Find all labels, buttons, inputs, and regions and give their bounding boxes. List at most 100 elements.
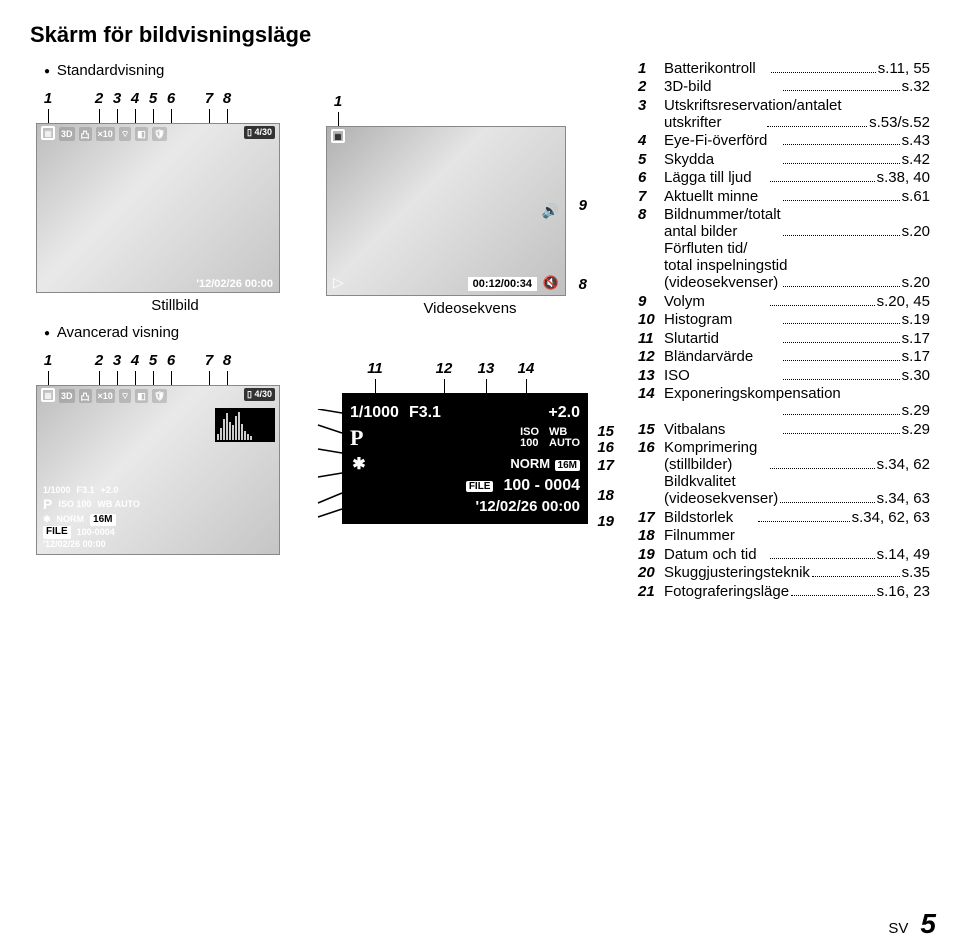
- legend-text: Slutartid: [664, 330, 781, 347]
- histogram-icon: [215, 408, 275, 442]
- bullet-standard: Standardvisning: [44, 62, 320, 79]
- legend-text: Komprimering: [664, 439, 930, 456]
- legend-pages: s.14, 49: [877, 546, 930, 563]
- legend-num: 8: [638, 206, 664, 291]
- std-protect-icon: 🛡: [152, 127, 167, 141]
- adv-ev: +2.0: [101, 485, 119, 496]
- legend-item: 17Bildstorlek s.34, 62, 63: [638, 509, 930, 526]
- legend-pages: s.32: [902, 78, 930, 95]
- legend-item: 9Volym s.20, 45: [638, 293, 930, 310]
- video-callouts: 1: [320, 86, 620, 126]
- pointer-burst-icon: [316, 409, 344, 519]
- adv-norm: NORM: [57, 514, 85, 525]
- legend-pages: s.17: [902, 348, 930, 365]
- adv-callouts: 1 2 3 4 5 6 7 8: [30, 345, 320, 385]
- legend-num: 13: [638, 367, 664, 384]
- legend-item: 6Lägga till ljud s.38, 40: [638, 169, 930, 186]
- adv-shutter: 1/1000: [43, 485, 71, 496]
- std-print-icon: 凸: [79, 127, 92, 141]
- adv-dt: '12/02/26 00:00: [43, 539, 106, 550]
- legend-pages: s.19: [902, 311, 930, 328]
- std-datetime: '12/02/26 00:00: [196, 278, 273, 290]
- legend-text: antal bilder: [664, 223, 781, 240]
- dp-fnum: F3.1: [409, 404, 441, 422]
- detail-panel: 15 16 17 18 19 1/1000 F3.1 +2.0 P ISO100…: [342, 393, 588, 524]
- legend-num: 21: [638, 583, 664, 600]
- legend-num: 5: [638, 151, 664, 168]
- legend-num: 2: [638, 78, 664, 95]
- legend-text: Datum och tid: [664, 546, 768, 563]
- dp-shutter: 1/1000: [350, 404, 399, 422]
- legend-text: Förfluten tid/: [664, 240, 930, 257]
- adv-side-10: 10: [288, 406, 305, 423]
- legend-text: (videosekvenser): [664, 490, 778, 507]
- standard-screen: 19 ▦ 3D 凸 ×10 ⌔ ◧ 🛡 ▯ 4/30 '12/02/26 00:…: [36, 123, 280, 293]
- legend-item: 15Vitbalans s.29: [638, 421, 930, 438]
- adv-count-badge: ▯ 4/30: [244, 388, 275, 401]
- legend-text: Skuggjusteringsteknik: [664, 564, 810, 581]
- mute-icon: 🔇: [543, 275, 559, 291]
- play-icon: ▷: [333, 274, 344, 291]
- legend-text: 3D-bild: [664, 78, 781, 95]
- legend-pages: s.43: [902, 132, 930, 149]
- legend-text: Aktuellt minne: [664, 188, 781, 205]
- legend-num: 3: [638, 97, 664, 131]
- std-callouts: 1 2 3 4 5 6 7 8: [30, 83, 320, 123]
- adv-x10-badge: ×10: [96, 389, 115, 403]
- legend-pages: s.17: [902, 330, 930, 347]
- legend-num: 19: [638, 546, 664, 563]
- footer-page: 5: [920, 908, 936, 940]
- legend-pages: s.34, 63: [877, 490, 930, 507]
- std-3d-badge: 3D: [59, 127, 75, 141]
- dp-size: 16M: [555, 460, 580, 471]
- legend-text: Skydda: [664, 151, 781, 168]
- legend-num: 15: [638, 421, 664, 438]
- legend-text: Volym: [664, 293, 768, 310]
- legend-item: 8Bildnummer/totaltantal bilder s.20Förfl…: [638, 206, 930, 291]
- legend-num: 4: [638, 132, 664, 149]
- legend-text: (stillbilder): [664, 456, 768, 473]
- legend-num: 11: [638, 330, 664, 347]
- legend-text: Bildnummer/totalt: [664, 206, 930, 223]
- legend-num: 9: [638, 293, 664, 310]
- legend-pages: s.42: [902, 151, 930, 168]
- legend-item: 19Datum och tid s.14, 49: [638, 546, 930, 563]
- std-count-badge: ▯ 4/30: [244, 126, 275, 139]
- adv-side-20: 20: [288, 486, 305, 503]
- legend-num: 1: [638, 60, 664, 77]
- std-x10-badge: ×10: [96, 127, 115, 141]
- footer-lang: SV: [888, 920, 908, 937]
- dp-mode: P: [350, 425, 363, 451]
- dp-side-16: 16: [597, 439, 614, 456]
- bullet-advanced: Avancerad visning: [44, 324, 320, 341]
- legend-pages: s.16, 23: [877, 583, 930, 600]
- std-audio-icon: ◧: [135, 127, 148, 141]
- legend-text: ISO: [664, 367, 781, 384]
- legend-text: Lägga till ljud: [664, 169, 768, 186]
- detail-callouts: 11 12 13 14: [320, 357, 620, 393]
- legend-pages: s.30: [902, 367, 930, 384]
- legend-item: 10Histogram s.19: [638, 311, 930, 328]
- legend-pages: s.34, 62, 63: [852, 509, 930, 526]
- page-title: Skärm för bildvisningsläge: [30, 22, 930, 48]
- dp-file: 100 - 0004: [503, 477, 580, 495]
- dp-side-19: 19: [597, 513, 614, 530]
- video-side-9: 9: [579, 197, 587, 214]
- legend-item: 16Komprimering(stillbilder) s.34, 62Bild…: [638, 439, 930, 507]
- playback-icon: ▦: [41, 388, 55, 402]
- legend-item: 4Eye-Fi-överförd s.43: [638, 132, 930, 149]
- legend-item: 14Exponeringskompensation s.29: [638, 385, 930, 419]
- adv-fnum: F3.1: [77, 485, 95, 496]
- legend-list: 1Batterikontroll s.11, 5523D-bild s.323U…: [638, 60, 930, 600]
- legend-item: 20Skuggjusteringsteknik s.35: [638, 564, 930, 581]
- legend-text: Histogram: [664, 311, 781, 328]
- dp-ev: +2.0: [548, 404, 580, 422]
- adv-audio-icon: ◧: [135, 389, 148, 403]
- page-footer: SV 5: [888, 908, 936, 940]
- flash-icon: ✱: [43, 514, 51, 525]
- legend-text: total inspelningstid: [664, 257, 930, 274]
- advanced-screen: 10 21 20 ▦ 3D 凸 ×10 ⌔ ◧ 🛡 ▯ 4/30 1/1000 …: [36, 385, 280, 555]
- legend-pages: s.29: [902, 421, 930, 438]
- legend-pages: s.20: [902, 223, 930, 240]
- adv-side-21: 21: [288, 462, 305, 479]
